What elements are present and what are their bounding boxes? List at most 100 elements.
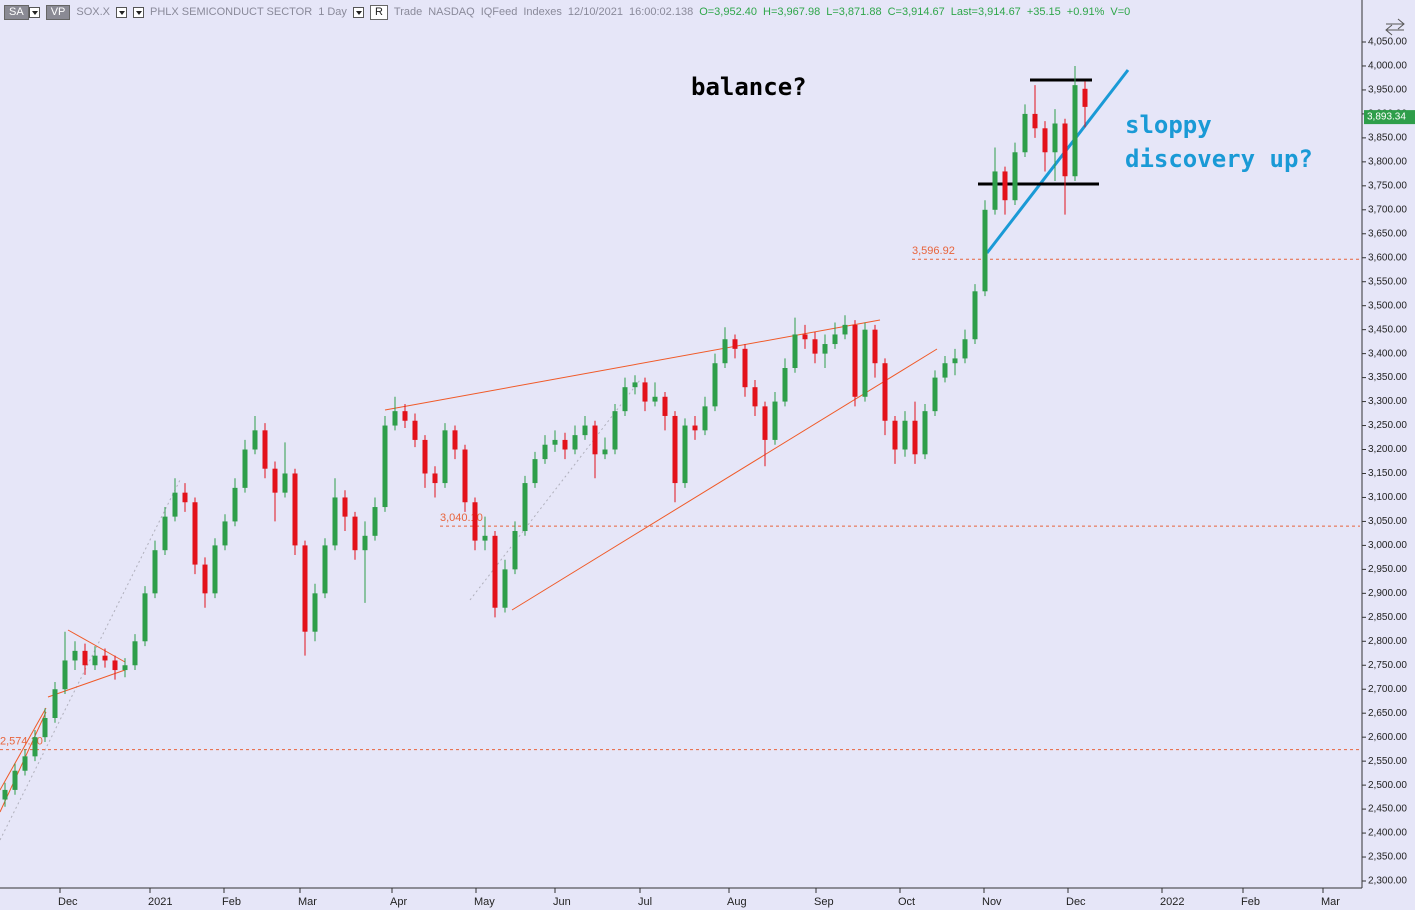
candle-body — [912, 420, 918, 455]
candle-body — [202, 564, 208, 594]
candle-body — [562, 439, 568, 450]
x-tick-label: Oct — [898, 896, 915, 908]
dropdown[interactable] — [133, 6, 144, 18]
candle-body — [242, 449, 248, 488]
candle-body — [742, 348, 748, 388]
candle-body — [722, 339, 728, 364]
dropdown[interactable] — [352, 6, 364, 18]
candle-body — [782, 368, 788, 402]
candle-body — [472, 502, 478, 541]
candle-body — [662, 396, 668, 416]
y-tick-label: 2,900.00 — [1368, 588, 1407, 599]
candle-body — [582, 425, 588, 436]
y-tick-label: 3,750.00 — [1368, 180, 1407, 191]
y-tick-label: 3,300.00 — [1368, 396, 1407, 407]
y-tick-label: 3,550.00 — [1368, 276, 1407, 287]
candle-body — [712, 363, 718, 407]
candle-body — [232, 487, 238, 522]
candle-body — [1022, 113, 1028, 153]
y-tick-label: 3,200.00 — [1368, 444, 1407, 455]
candle-body — [52, 689, 58, 718]
y-tick-label: 3,350.00 — [1368, 372, 1407, 383]
candle-body — [842, 324, 848, 335]
candle-body — [972, 291, 978, 340]
candle-body — [752, 387, 758, 407]
candle-body — [32, 737, 38, 757]
x-tick-label: Mar — [298, 896, 317, 908]
candle-body — [2, 789, 8, 800]
y-tick-label: 3,250.00 — [1368, 420, 1407, 431]
candle-body — [992, 171, 998, 210]
candle-body — [122, 665, 128, 671]
candle-body — [102, 655, 108, 661]
candle-body — [452, 430, 458, 450]
trend-line — [47, 669, 126, 698]
y-tick-label: 2,750.00 — [1368, 660, 1407, 671]
candle-body — [922, 411, 928, 455]
candle-body — [172, 492, 178, 517]
candle-body — [942, 363, 948, 378]
y-tick-label: 3,050.00 — [1368, 516, 1407, 527]
candle-body — [1062, 123, 1068, 177]
y-tick-label: 3,150.00 — [1368, 468, 1407, 479]
candle-body — [1052, 123, 1058, 153]
x-tick-label: Feb — [222, 896, 241, 908]
button[interactable]: VP — [45, 4, 71, 20]
candle-body — [622, 387, 628, 412]
candle-body — [392, 411, 398, 426]
field: Trade — [393, 6, 423, 18]
candle-body — [352, 516, 358, 551]
candle-body — [532, 459, 538, 484]
candle-body — [932, 377, 938, 412]
button[interactable]: R — [369, 4, 388, 20]
candle-body — [552, 439, 558, 445]
level-label: 3,040.10 — [440, 512, 483, 524]
candle-body — [302, 545, 308, 632]
y-tick-label: 2,550.00 — [1368, 756, 1407, 767]
y-tick-label: 3,600.00 — [1368, 252, 1407, 263]
field: Last=3,914.67 — [950, 6, 1021, 18]
candle-body — [502, 569, 508, 608]
candle-body — [732, 339, 738, 349]
candle-body — [1072, 85, 1078, 177]
symbol: SOX.X — [76, 6, 110, 18]
y-tick-label: 2,950.00 — [1368, 564, 1407, 575]
candle-body — [342, 497, 348, 517]
dropdown[interactable] — [116, 6, 127, 18]
y-tick-label: 2,500.00 — [1368, 780, 1407, 791]
toolbar-icon[interactable] — [1385, 18, 1405, 36]
level-label: 3,596.92 — [912, 245, 955, 257]
candle-body — [252, 430, 258, 450]
candle-body — [682, 425, 688, 484]
button[interactable]: SA — [4, 4, 29, 20]
candle-body — [492, 535, 498, 608]
candle-body — [882, 363, 888, 421]
candle-body — [262, 430, 268, 469]
dropdown[interactable] — [28, 6, 40, 18]
candle-body — [902, 420, 908, 450]
candle-body — [442, 430, 448, 484]
trend-line — [384, 319, 881, 411]
y-tick-label: 4,000.00 — [1368, 61, 1407, 72]
blue-trend-line — [985, 69, 1130, 254]
trend-line — [511, 348, 938, 611]
y-tick-label: 2,700.00 — [1368, 684, 1407, 695]
field: V=0 — [1110, 6, 1131, 18]
candle-body — [542, 444, 548, 460]
candle-body — [572, 435, 578, 450]
candle-body — [372, 507, 378, 536]
field: +0.91% — [1066, 6, 1105, 18]
candle-body — [1032, 113, 1038, 129]
candle-body — [642, 382, 648, 402]
candle-body — [522, 483, 528, 532]
candle-body — [412, 420, 418, 440]
last-price-tag — [1364, 110, 1415, 125]
candle-body — [282, 473, 288, 493]
field: H=3,967.98 — [763, 6, 821, 18]
candle-body — [432, 473, 438, 484]
candle-body — [222, 521, 228, 546]
field: 12/10/2021 — [567, 6, 623, 18]
candle-body — [422, 439, 428, 474]
candle-body — [1042, 128, 1048, 153]
